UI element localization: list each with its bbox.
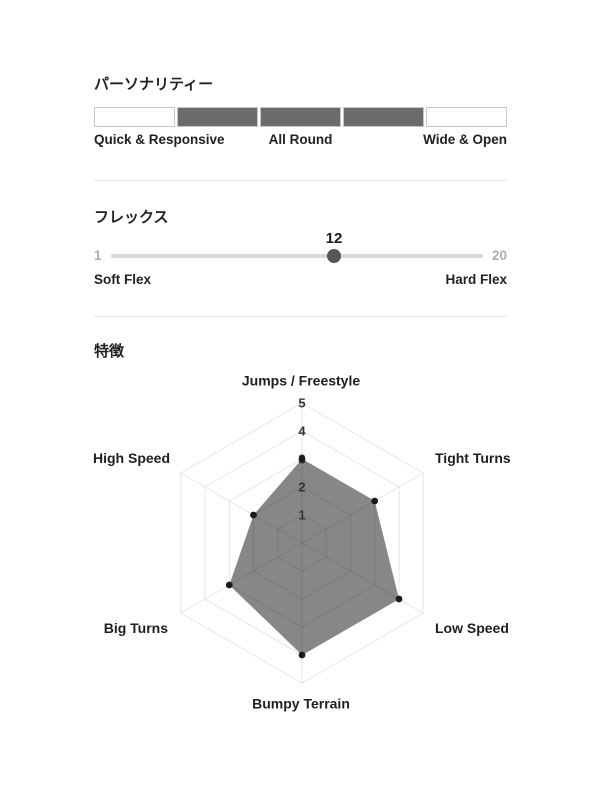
personality-label-center: All Round	[268, 132, 333, 147]
radar-axis-label-big-turns: Big Turns	[103, 620, 168, 636]
radar-data-polygon	[229, 459, 399, 655]
radar-axis-label-tight-turns: Tight Turns	[435, 450, 511, 466]
radar-axis-label-low-speed: Low Speed	[435, 620, 509, 636]
radar-tick-label: 1	[298, 508, 305, 523]
flex-slider-track[interactable]: 12	[110, 231, 483, 263]
personality-segment-filled	[260, 107, 341, 127]
personality-segment-empty	[94, 107, 175, 127]
features-title: 特徴	[94, 343, 125, 360]
radar-grid-ring	[180, 402, 424, 684]
radar-data-point	[395, 595, 403, 603]
radar-axis-label-high-speed: High Speed	[93, 450, 171, 466]
radar-grid-ring	[277, 514, 327, 572]
personality-segment-filled	[343, 107, 424, 127]
flex-scale-labels: Soft Flex Hard Flex	[94, 271, 507, 288]
radar-data-point	[225, 581, 233, 589]
radar-data-point	[298, 455, 306, 463]
personality-scale-labels: Quick & Responsive All Round Wide & Open	[94, 131, 507, 148]
section-divider	[94, 180, 507, 181]
features-radar-chart: 12345 Jumps / Freestyle Tight Turns Low …	[93, 370, 511, 735]
flex-max-tick: 20	[491, 248, 507, 263]
section-divider	[94, 316, 507, 317]
radar-tick-label: 4	[298, 424, 306, 439]
flex-label-soft: Soft Flex	[94, 272, 152, 287]
personality-bar	[94, 107, 507, 127]
radar-data-point	[298, 651, 306, 659]
personality-segment-empty	[426, 107, 507, 127]
personality-segment-filled	[177, 107, 258, 127]
radar-axis-spoke	[301, 542, 424, 614]
radar-axis-label-bumpy-terrain: Bumpy Terrain	[252, 695, 350, 712]
flex-value: 12	[325, 230, 343, 247]
radar-axis-spoke	[301, 472, 424, 544]
radar-svg: 12345	[180, 396, 424, 684]
personality-title: パーソナリティー	[94, 76, 214, 93]
personality-label-left: Quick & Responsive	[94, 132, 225, 147]
radar-data-point	[250, 511, 257, 519]
radar-tick-label: 2	[298, 480, 305, 495]
flex-title: フレックス	[94, 209, 169, 226]
flex-slider: 1 12 20	[94, 231, 507, 264]
radar-tick-label: 5	[298, 396, 305, 411]
flex-slider-thumb[interactable]	[326, 249, 341, 263]
flex-label-hard: Hard Flex	[445, 272, 507, 287]
radar-axis-label-jumps-freestyle: Jumps / Freestyle	[241, 372, 361, 389]
personality-label-right: Wide & Open	[423, 132, 507, 147]
radar-axis-spoke	[180, 472, 303, 544]
radar-axis-spoke	[180, 542, 303, 614]
flex-min-tick: 1	[94, 248, 102, 263]
radar-data-point	[371, 497, 379, 505]
